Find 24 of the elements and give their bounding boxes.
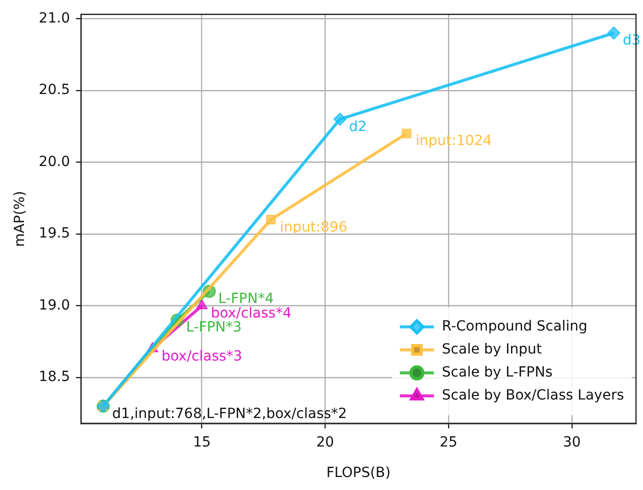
annotation: L-FPN*4 [218, 291, 274, 308]
annotation: d2 [348, 118, 367, 135]
y-tick-label: 21.0 [38, 10, 70, 26]
x-tick-label: 15 [192, 434, 211, 450]
annotation: input:1024 [416, 133, 492, 150]
y-tick-label: 18.5 [38, 369, 70, 386]
legend-label: Scale by Box/Class Layers [442, 388, 624, 404]
x-tick-label: 30 [562, 434, 581, 450]
x-tick-label: 20 [316, 434, 334, 450]
legend-label: R-Compound Scaling [442, 318, 588, 335]
annotation: box/class*3 [162, 348, 242, 364]
annotation: d1,input:768,L-FPN*2,box/class*2 [112, 406, 347, 422]
y-tick-label: 20.5 [38, 82, 70, 98]
y-tick-label: 19.0 [38, 297, 70, 314]
annotation: input:896 [280, 219, 348, 236]
x-axis-title: FLOPS(B) [326, 465, 391, 482]
legend-label: Scale by L-FPNs [442, 364, 553, 381]
y-tick-label: 20.0 [38, 154, 70, 170]
y-tick-label: 19.5 [38, 226, 70, 242]
legend-label: Scale by Input [442, 342, 542, 358]
annotation: L-FPN*3 [186, 320, 242, 336]
x-tick-label: 25 [440, 434, 458, 450]
y-axis-title: mAP(%) [12, 190, 28, 247]
annotation: box/class*4 [210, 305, 292, 322]
